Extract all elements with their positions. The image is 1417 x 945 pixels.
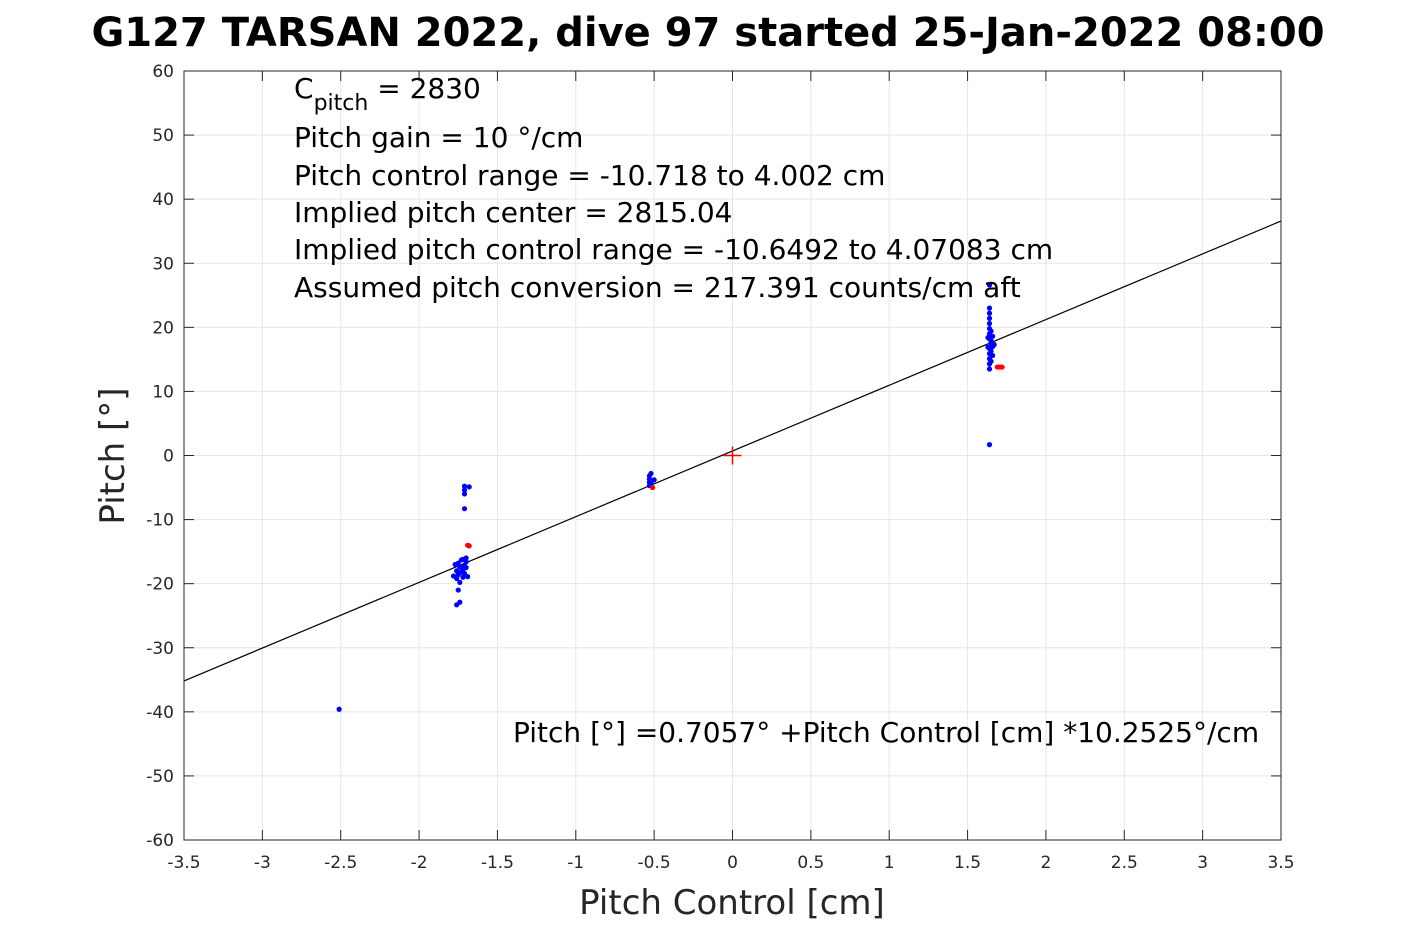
data-point [990, 333, 996, 339]
data-point [454, 568, 460, 574]
data-point [999, 364, 1005, 370]
x-tick-labels: -3.5 -3 -2.5 -2 -1.5 -1 -0.5 0 0.5 1 1.5 2 2.5 3 3.5 [167, 853, 1294, 873]
data-point [988, 358, 994, 364]
data-point [986, 282, 993, 288]
x-tick-label: 3.5 [1267, 853, 1294, 873]
data-point [463, 565, 469, 571]
y-tick-label: 50 [152, 126, 174, 146]
y-tick-label: 40 [152, 190, 174, 210]
data-points [336, 282, 1005, 712]
x-tick-label: 1 [884, 853, 895, 873]
data-point [450, 573, 457, 579]
data-point [990, 352, 996, 359]
data-point [985, 334, 991, 341]
y-tick-labels: -60 -50 -40 -30 -20 -10 0 10 20 30 40 50 60 [146, 62, 174, 851]
y-axis-label: Pitch [°] [93, 387, 133, 524]
data-point [986, 366, 993, 372]
c-pitch-base: C [294, 72, 314, 105]
y-tick-label: -10 [146, 511, 174, 531]
y-tick-label: -50 [146, 767, 174, 787]
c-pitch-subscript: pitch [314, 91, 369, 116]
data-point [460, 556, 466, 562]
annotation-block: Cpitch = 2830 Pitch gain = 10 °/cm Pitch… [294, 72, 1053, 304]
y-tick-label: 60 [152, 62, 174, 82]
data-point [457, 579, 463, 585]
data-point [452, 561, 458, 568]
data-point [465, 574, 471, 580]
annotation-conversion: Assumed pitch conversion = 217.391 count… [294, 271, 1021, 304]
fit-equation-label: Pitch [°] =0.7057° +Pitch Control [cm] *… [513, 716, 1259, 749]
x-tick-label: 2 [1041, 853, 1052, 873]
x-tick-label: 0 [727, 853, 738, 873]
x-tick-label: -0.5 [638, 853, 671, 873]
x-tick-label: 2.5 [1111, 853, 1138, 873]
data-point [461, 487, 468, 493]
y-tick-label: -60 [146, 831, 174, 851]
data-point [991, 342, 997, 348]
y-tick-label: -30 [146, 639, 174, 659]
annotation-implied-range: Implied pitch control range = -10.6492 t… [294, 233, 1053, 266]
chart-title: G127 TARSAN 2022, dive 97 started 25-Jan… [91, 10, 1324, 56]
x-tick-label: -2.5 [324, 853, 357, 873]
annotation-implied-center: Implied pitch center = 2815.04 [294, 196, 732, 229]
data-point [457, 599, 463, 605]
y-tick-label: 20 [152, 318, 174, 338]
data-point [648, 470, 654, 477]
x-tick-label: 0.5 [797, 853, 824, 873]
center-marker-group [723, 446, 742, 465]
x-tick-label: -1.5 [481, 853, 514, 873]
data-point [336, 706, 342, 712]
data-point [988, 338, 994, 344]
y-tick-label: 0 [163, 447, 174, 467]
data-point [986, 320, 993, 327]
x-tick-label: -3.5 [167, 853, 200, 873]
x-tick-label: -2 [411, 853, 428, 873]
x-axis-label: Pitch Control [cm] [579, 883, 885, 923]
data-point [461, 483, 468, 489]
x-tick-label: -1 [567, 853, 584, 873]
tick-marks [183, 70, 1282, 841]
data-point [986, 442, 993, 448]
data-point [455, 587, 461, 593]
data-point [986, 310, 993, 316]
y-tick-label: -20 [146, 575, 174, 595]
c-pitch-value: = 2830 [368, 72, 481, 105]
x-tick-label: 1.5 [954, 853, 981, 873]
data-point [466, 543, 472, 549]
data-point [651, 477, 657, 483]
y-tick-label: -40 [146, 703, 174, 723]
data-point [461, 491, 468, 497]
annotation-pitch-gain: Pitch gain = 10 °/cm [294, 121, 583, 154]
x-tick-label: -3 [254, 853, 271, 873]
data-point [985, 344, 991, 350]
y-tick-label: 30 [152, 254, 174, 274]
data-point [988, 348, 994, 354]
data-point [466, 484, 472, 490]
data-point [986, 305, 993, 311]
data-point [986, 315, 993, 321]
annotation-pitch-control-range: Pitch control range = -10.718 to 4.002 c… [294, 159, 885, 192]
data-point [988, 328, 994, 334]
annotation-c-pitch: Cpitch = 2830 [294, 72, 481, 116]
data-point [458, 569, 464, 575]
data-point [649, 484, 656, 491]
grid-lines [184, 71, 1281, 840]
x-tick-label: 3 [1197, 853, 1208, 873]
y-tick-label: 10 [152, 382, 174, 402]
data-point [461, 506, 468, 512]
